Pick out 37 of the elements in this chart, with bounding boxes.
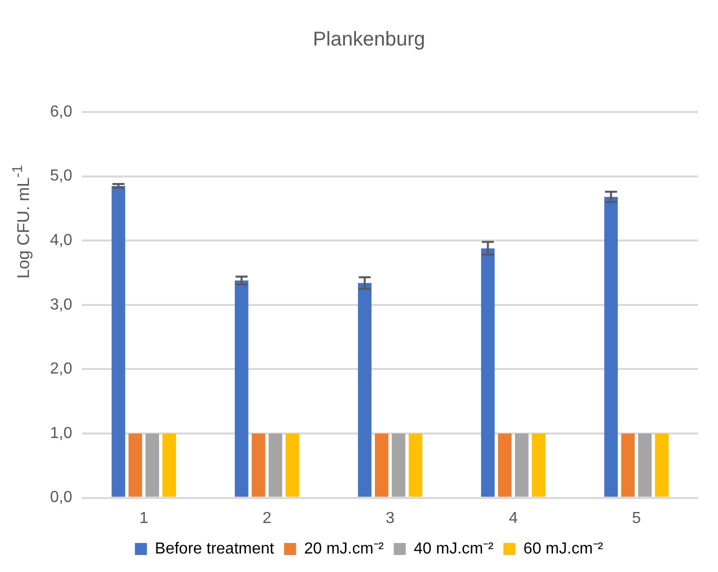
legend-label: Before treatment: [154, 540, 275, 558]
bar: [128, 434, 142, 497]
x-tick-label: 3: [386, 510, 395, 527]
bar: [392, 434, 406, 497]
bar: [252, 434, 266, 497]
bar: [162, 434, 176, 497]
bar: [514, 434, 529, 497]
bar: [621, 434, 635, 497]
y-tick-label: 4,0: [50, 232, 72, 250]
y-tick-label: 2,0: [50, 360, 72, 378]
y-tick-label: 5,0: [50, 168, 72, 185]
bar: [374, 434, 388, 497]
legend-label: 20 mJ.cm⁻²: [304, 540, 384, 558]
x-tick-label: 1: [139, 510, 148, 527]
y-tick-label: 0,0: [50, 489, 72, 506]
bar: [638, 434, 652, 497]
bar: [655, 434, 669, 497]
bar: [408, 434, 422, 497]
bar: [112, 186, 126, 497]
bar: [604, 196, 618, 497]
y-tick-label: 1,0: [50, 424, 72, 442]
bar: [481, 248, 495, 497]
bar: [268, 434, 282, 497]
bar: [286, 434, 300, 497]
bar: [358, 283, 372, 497]
bar: [146, 434, 160, 497]
x-tick-label: 2: [262, 510, 272, 527]
bar: [498, 434, 512, 497]
chart-title: Plankenburg: [312, 28, 426, 51]
y-tick-label: 6,0: [50, 103, 72, 120]
y-tick-label: 3,0: [50, 296, 72, 314]
bar: [234, 280, 248, 497]
bar: [532, 434, 546, 497]
x-tick-label: 5: [632, 510, 641, 527]
legend-label: 60 mJ.cm⁻²: [523, 540, 604, 558]
x-tick-label: 4: [508, 510, 518, 527]
legend-label: 40 mJ.cm⁻²: [414, 540, 494, 558]
